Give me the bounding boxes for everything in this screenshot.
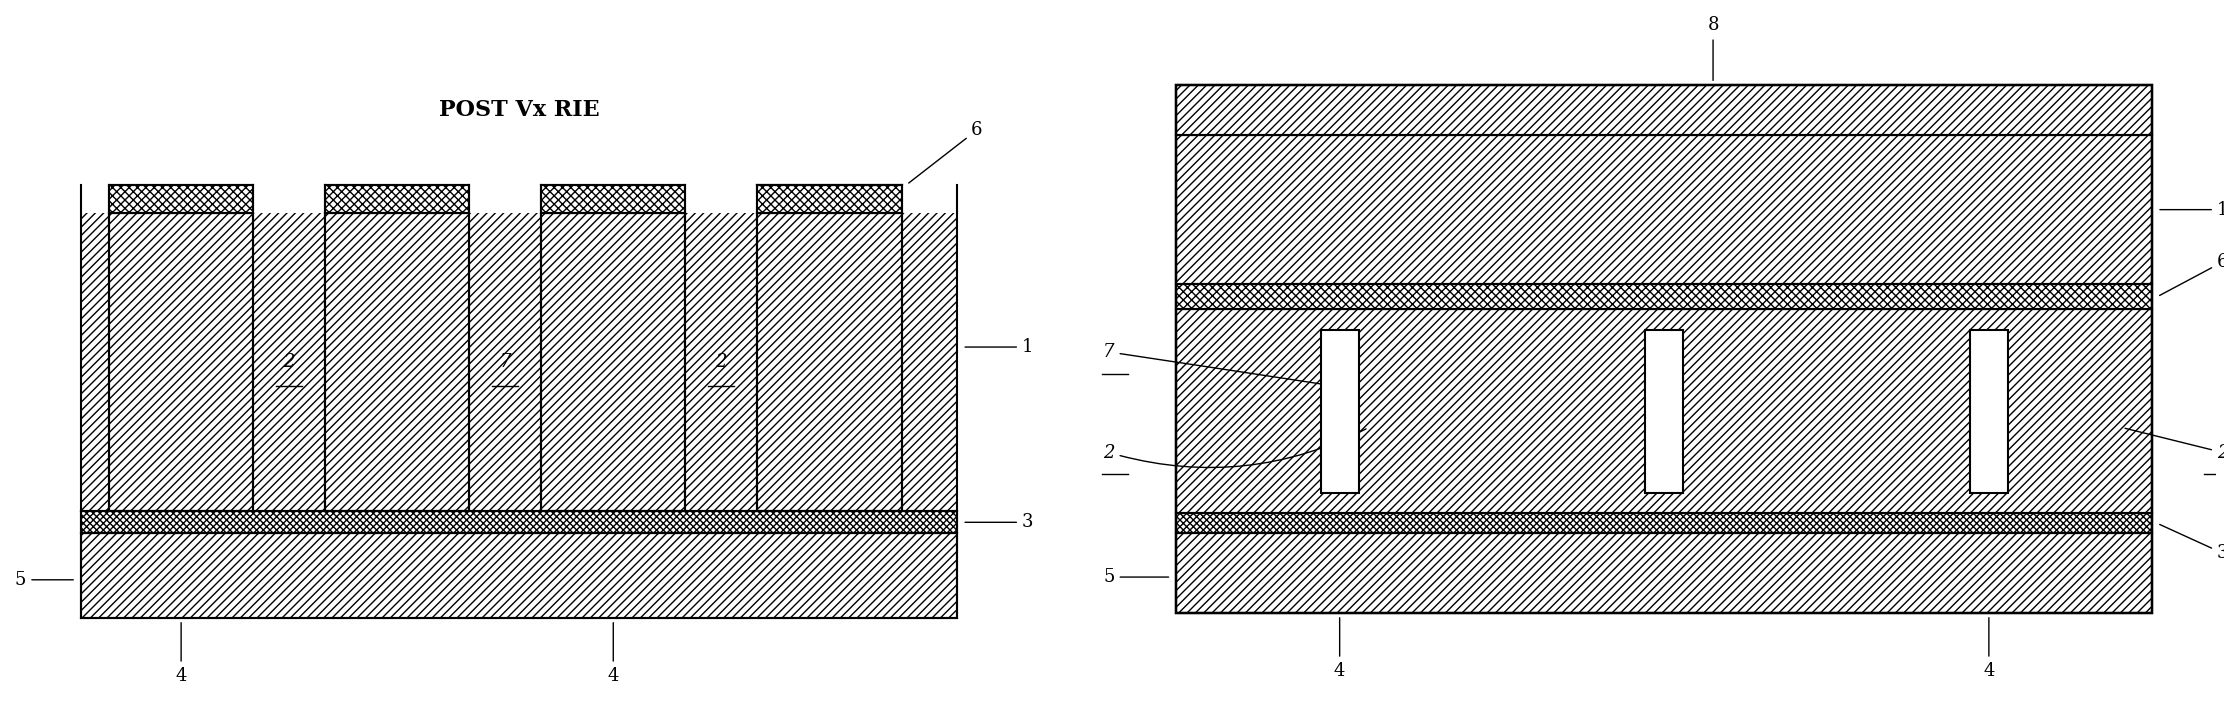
Bar <box>254 213 325 511</box>
Text: 4: 4 <box>1984 618 1995 679</box>
Bar <box>1176 85 2153 135</box>
Text: 1: 1 <box>2160 201 2224 219</box>
Bar <box>756 185 901 213</box>
Bar <box>325 213 469 511</box>
Text: 6: 6 <box>2160 253 2224 296</box>
Text: 7: 7 <box>1103 343 1337 386</box>
Bar <box>325 185 469 213</box>
Bar <box>80 511 956 533</box>
Bar <box>109 185 254 213</box>
Text: 2: 2 <box>2124 429 2224 462</box>
Text: 3: 3 <box>965 513 1034 531</box>
Bar <box>1176 309 2153 513</box>
Bar <box>1646 329 1684 493</box>
Bar <box>109 213 254 511</box>
Text: POST Vx RIE: POST Vx RIE <box>438 99 600 121</box>
Bar <box>1176 85 2153 613</box>
Bar <box>685 213 756 511</box>
Text: 7: 7 <box>500 353 512 371</box>
Text: 4: 4 <box>607 623 618 684</box>
Bar <box>901 213 956 511</box>
Text: 6: 6 <box>910 121 983 183</box>
Text: 4: 4 <box>176 623 187 684</box>
Bar <box>1176 533 2153 613</box>
Text: 1: 1 <box>965 338 1034 356</box>
Bar <box>540 185 685 213</box>
Bar <box>1970 329 2008 493</box>
Bar <box>469 213 540 511</box>
Text: 4: 4 <box>1334 618 1346 679</box>
Text: 5: 5 <box>1103 568 1168 586</box>
Bar <box>1176 284 2153 309</box>
Bar <box>756 213 901 511</box>
Bar <box>80 533 956 618</box>
Text: 2: 2 <box>716 353 727 371</box>
Bar <box>80 213 109 511</box>
Text: 5: 5 <box>16 571 73 589</box>
Bar <box>540 213 685 511</box>
Bar <box>1176 135 2153 284</box>
Text: 2: 2 <box>1103 429 1366 467</box>
Text: 2: 2 <box>282 353 296 371</box>
Bar <box>1321 329 1359 493</box>
Text: 3: 3 <box>2160 524 2224 562</box>
Text: 8: 8 <box>1708 17 1719 81</box>
Bar <box>1176 513 2153 533</box>
